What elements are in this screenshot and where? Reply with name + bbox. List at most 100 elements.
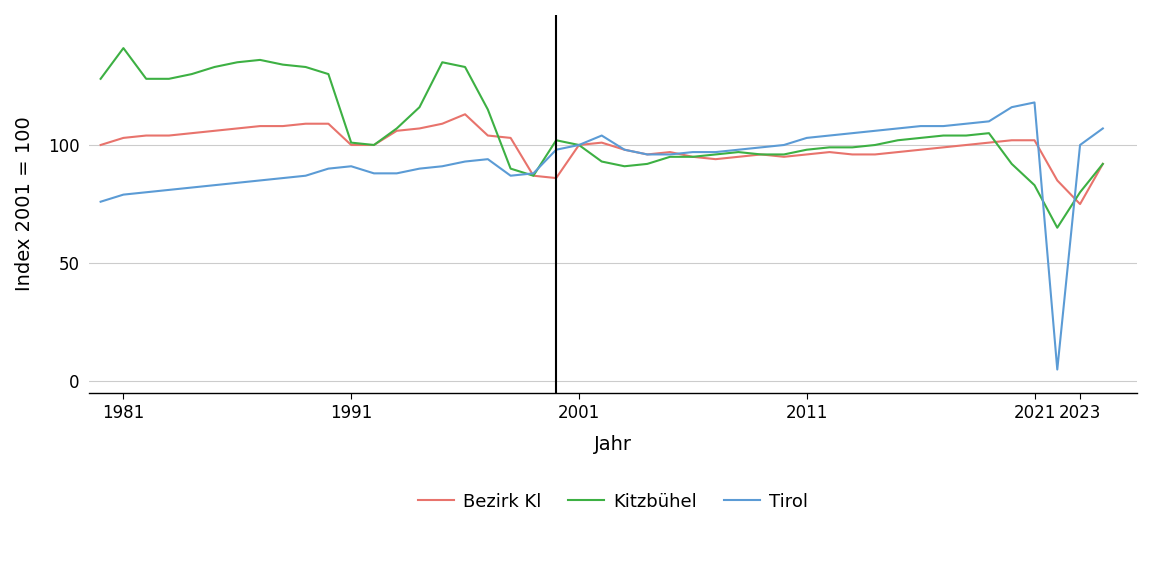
Bezirk Kl (253, 123, 267, 130)
Kitzbühel (412, 104, 426, 111)
Tirol (960, 120, 973, 127)
Y-axis label: Index 2001 = 100: Index 2001 = 100 (15, 117, 35, 291)
Tirol (594, 132, 608, 139)
Bezirk Kl (846, 151, 859, 158)
Tirol (458, 158, 472, 165)
Kitzbühel (799, 146, 813, 153)
Kitzbühel (960, 132, 973, 139)
Kitzbühel (526, 172, 540, 179)
Tirol (1096, 125, 1109, 132)
Line: Tirol: Tirol (100, 103, 1102, 370)
Kitzbühel (184, 71, 198, 78)
Bezirk Kl (1096, 161, 1109, 168)
Kitzbühel (1051, 224, 1064, 231)
Tirol (480, 156, 494, 162)
Tirol (846, 130, 859, 137)
Tirol (937, 123, 950, 130)
Tirol (298, 172, 312, 179)
Tirol (664, 151, 677, 158)
Kitzbühel (1028, 181, 1041, 188)
Bezirk Kl (869, 151, 882, 158)
Tirol (184, 184, 198, 191)
Kitzbühel (846, 144, 859, 151)
Tirol (321, 165, 335, 172)
Kitzbühel (1096, 161, 1109, 168)
Tirol (823, 132, 836, 139)
Tirol (344, 163, 358, 170)
Bezirk Kl (116, 134, 130, 141)
Tirol (778, 142, 791, 149)
Bezirk Kl (708, 156, 722, 162)
Line: Kitzbühel: Kitzbühel (100, 48, 1102, 228)
Tirol (93, 198, 107, 205)
X-axis label: Jahr: Jahr (594, 435, 632, 454)
Tirol (641, 151, 654, 158)
Legend: Bezirk Kl, Kitzbühel, Tirol: Bezirk Kl, Kitzbühel, Tirol (410, 486, 816, 518)
Tirol (139, 189, 153, 196)
Kitzbühel (207, 63, 221, 70)
Bezirk Kl (298, 120, 312, 127)
Tirol (276, 175, 290, 181)
Bezirk Kl (823, 149, 836, 156)
Tirol (1051, 366, 1064, 373)
Kitzbühel (778, 151, 791, 158)
Kitzbühel (503, 165, 517, 172)
Kitzbühel (869, 142, 882, 149)
Kitzbühel (890, 137, 904, 144)
Kitzbühel (162, 75, 176, 82)
Kitzbühel (1074, 189, 1087, 196)
Bezirk Kl (207, 127, 221, 134)
Kitzbühel (755, 151, 768, 158)
Tirol (550, 146, 563, 153)
Kitzbühel (367, 142, 381, 149)
Bezirk Kl (799, 151, 813, 158)
Bezirk Kl (276, 123, 290, 130)
Bezirk Kl (93, 142, 107, 149)
Bezirk Kl (914, 146, 927, 153)
Bezirk Kl (435, 120, 449, 127)
Tirol (253, 177, 267, 184)
Tirol (435, 163, 449, 170)
Bezirk Kl (641, 151, 654, 158)
Tirol (573, 142, 586, 149)
Kitzbühel (458, 63, 472, 70)
Tirol (230, 179, 244, 186)
Kitzbühel (321, 71, 335, 78)
Bezirk Kl (732, 153, 745, 160)
Bezirk Kl (617, 146, 631, 153)
Bezirk Kl (344, 142, 358, 149)
Tirol (367, 170, 381, 177)
Tirol (755, 144, 768, 151)
Kitzbühel (594, 158, 608, 165)
Kitzbühel (982, 130, 995, 137)
Kitzbühel (435, 59, 449, 66)
Kitzbühel (480, 106, 494, 113)
Bezirk Kl (458, 111, 472, 118)
Bezirk Kl (184, 130, 198, 137)
Kitzbühel (708, 151, 722, 158)
Bezirk Kl (937, 144, 950, 151)
Kitzbühel (389, 125, 403, 132)
Kitzbühel (550, 137, 563, 144)
Bezirk Kl (664, 149, 677, 156)
Kitzbühel (1005, 161, 1018, 168)
Bezirk Kl (594, 139, 608, 146)
Bezirk Kl (230, 125, 244, 132)
Bezirk Kl (1028, 137, 1041, 144)
Kitzbühel (298, 63, 312, 70)
Bezirk Kl (685, 153, 699, 160)
Kitzbühel (276, 61, 290, 68)
Tirol (685, 149, 699, 156)
Tirol (617, 146, 631, 153)
Tirol (162, 187, 176, 194)
Kitzbühel (116, 44, 130, 51)
Bezirk Kl (480, 132, 494, 139)
Tirol (412, 165, 426, 172)
Bezirk Kl (890, 149, 904, 156)
Bezirk Kl (412, 125, 426, 132)
Tirol (890, 125, 904, 132)
Bezirk Kl (526, 172, 540, 179)
Bezirk Kl (1074, 200, 1087, 207)
Tirol (1074, 142, 1087, 149)
Kitzbühel (685, 153, 699, 160)
